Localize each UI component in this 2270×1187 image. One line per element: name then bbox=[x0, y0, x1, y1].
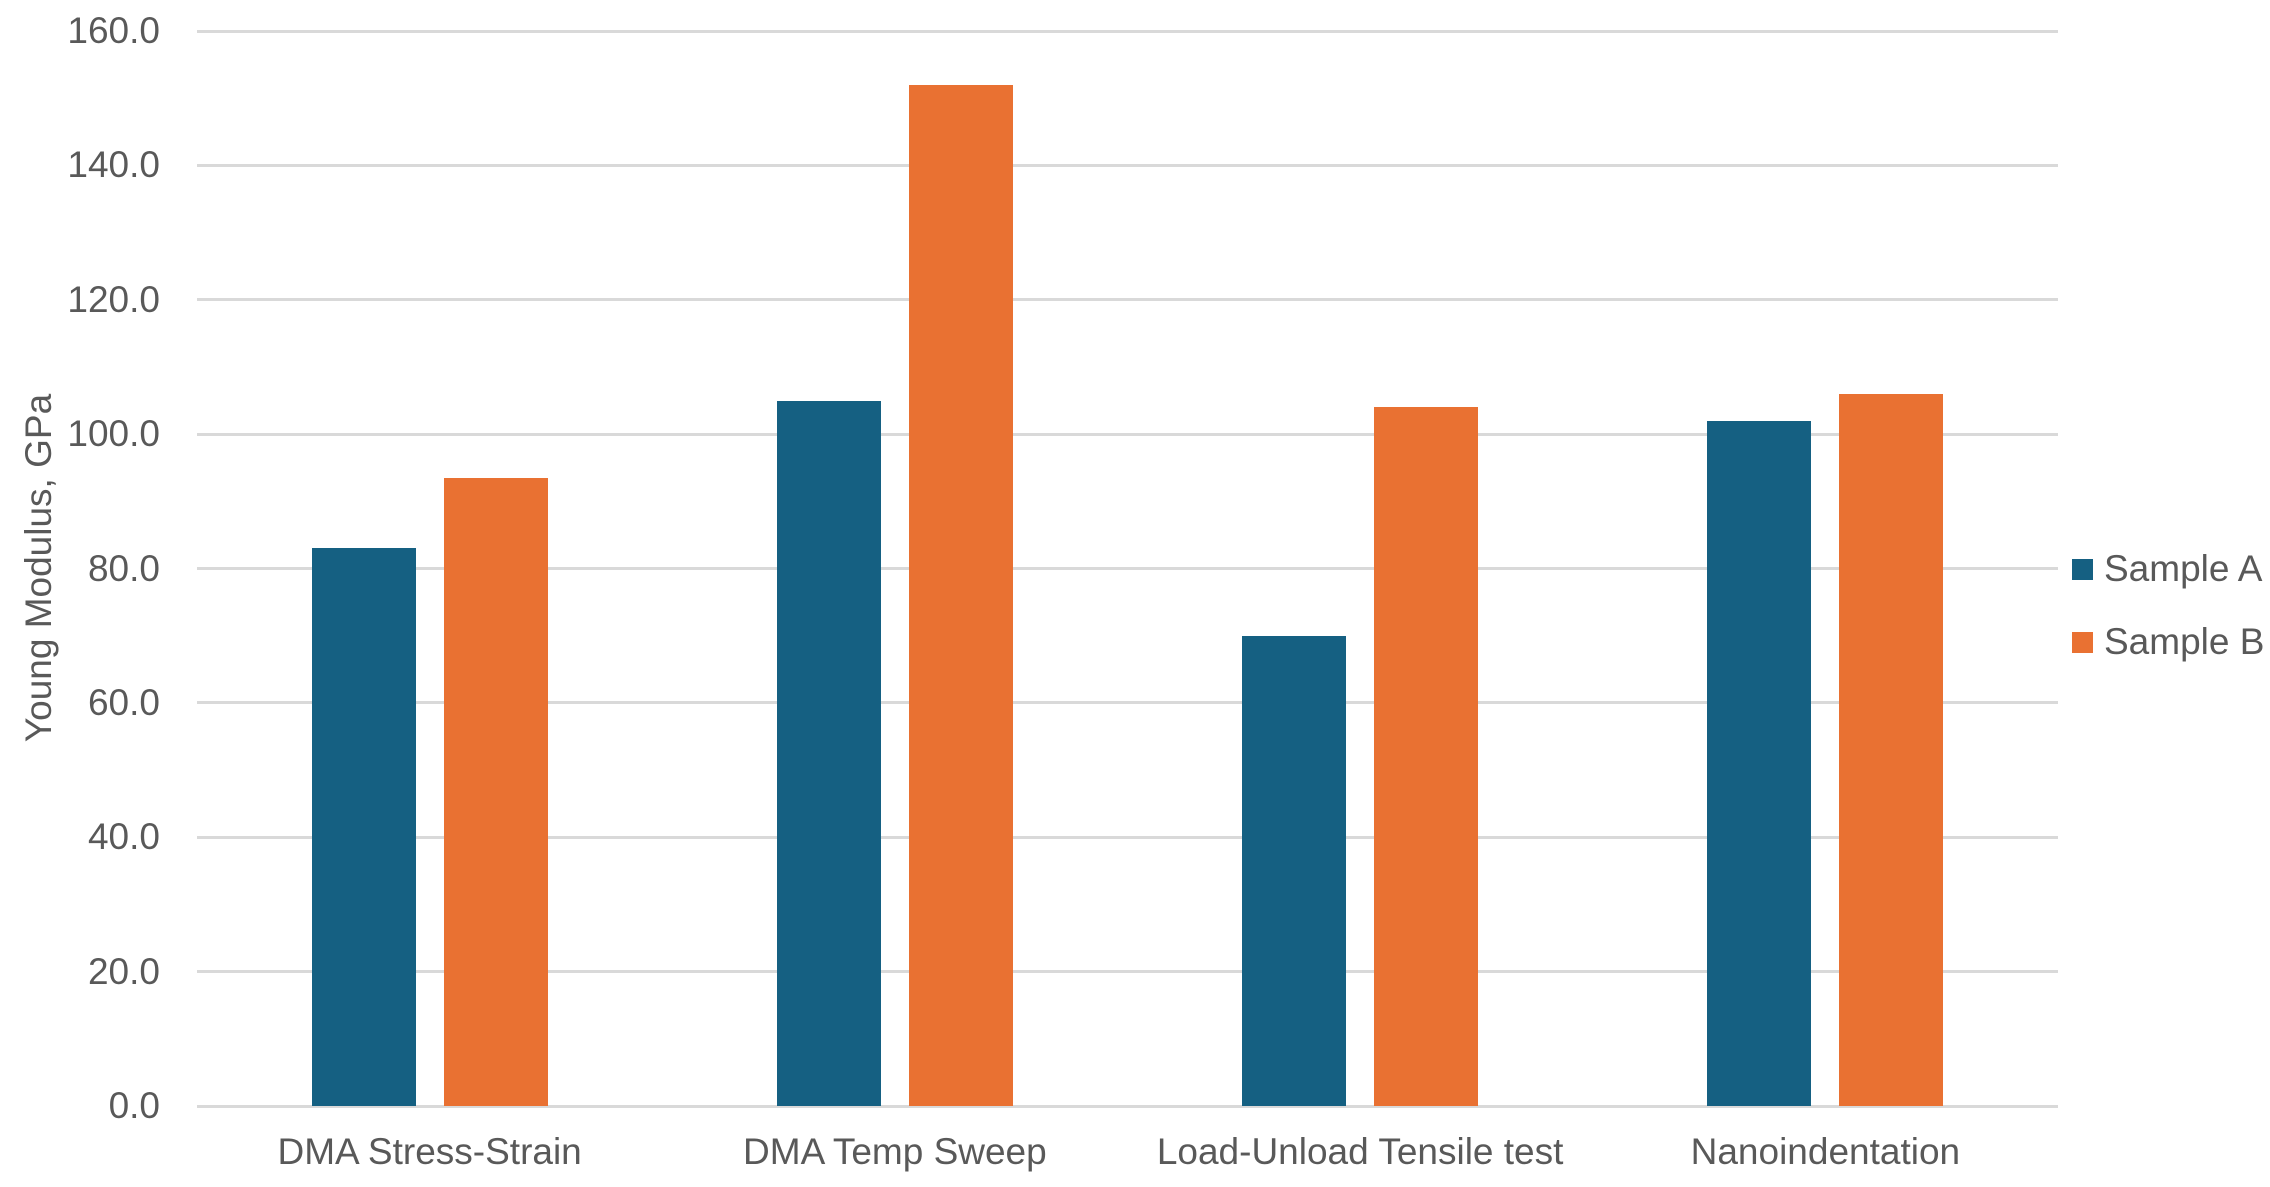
bar-sample-b-1 bbox=[908, 84, 1013, 1106]
x-axis-line bbox=[197, 1104, 2058, 1108]
gridline bbox=[197, 835, 2058, 839]
gridline bbox=[197, 567, 2058, 570]
gridline bbox=[197, 701, 2058, 705]
gridline bbox=[197, 163, 2058, 167]
y-tick-label: 160.0 bbox=[67, 10, 160, 51]
y-tick-label: 60.0 bbox=[87, 681, 160, 723]
gridline bbox=[197, 970, 2058, 974]
bar-sample-a-0 bbox=[311, 548, 416, 1106]
y-tick-label: 100.0 bbox=[67, 413, 160, 455]
bar-sample-b-2 bbox=[1374, 407, 1479, 1106]
y-tick-label: 80.0 bbox=[87, 547, 160, 589]
y-tick-label: 40.0 bbox=[87, 816, 160, 858]
bar-sample-a-2 bbox=[1242, 635, 1347, 1106]
legend-swatch-sample-a bbox=[2072, 558, 2093, 580]
y-tick-label: 20.0 bbox=[87, 950, 160, 992]
legend-label: Sample A bbox=[2104, 548, 2263, 589]
bar-sample-b-3 bbox=[1839, 393, 1944, 1106]
x-category-label: Nanoindentation bbox=[1690, 1131, 1961, 1172]
legend-item-sample-b: Sample B bbox=[2072, 621, 2265, 662]
x-category-label: DMA Temp Sweep bbox=[743, 1131, 1047, 1172]
legend-item-sample-a: Sample A bbox=[2072, 548, 2264, 589]
gridline bbox=[197, 298, 2058, 302]
legend: Sample A Sample B bbox=[2072, 548, 2265, 695]
y-tick-label: 0.0 bbox=[108, 1085, 160, 1126]
bar-sample-a-3 bbox=[1707, 420, 1812, 1106]
x-category-label: DMA Stress-Strain bbox=[277, 1131, 582, 1172]
gridline bbox=[197, 29, 2058, 33]
x-category-label: Load-Unload Tensile test bbox=[1156, 1131, 1564, 1172]
y-tick-label: 140.0 bbox=[67, 144, 160, 186]
y-tick-label: 120.0 bbox=[67, 278, 160, 320]
legend-swatch-sample-b bbox=[2072, 631, 2093, 653]
gridline bbox=[197, 432, 2058, 436]
bar-sample-a-1 bbox=[776, 400, 881, 1106]
legend-label: Sample B bbox=[2104, 621, 2265, 662]
bar-sample-b-0 bbox=[443, 477, 548, 1106]
